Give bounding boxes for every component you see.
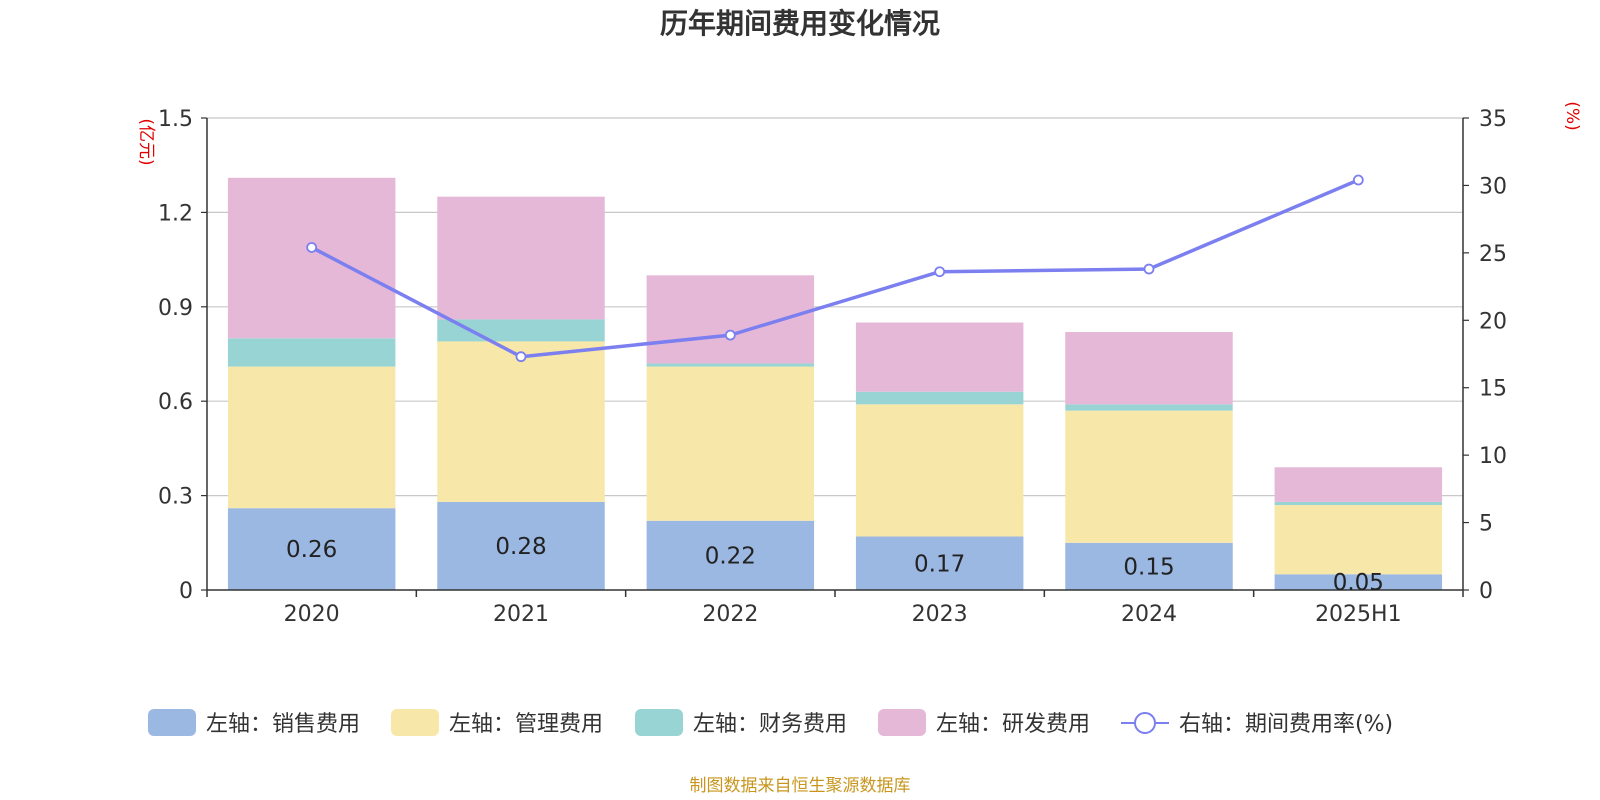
grid-lines <box>207 117 1463 497</box>
sales-expense-label: 0.05 <box>1333 570 1384 596</box>
expense-rate-point <box>934 266 946 278</box>
bar-segment <box>1274 505 1443 575</box>
legend-swatch <box>148 709 196 736</box>
bar-segment <box>1274 467 1443 502</box>
x-tick-label: 2025H1 <box>1315 602 1402 627</box>
expense-rate-point <box>306 242 318 253</box>
bar-segment <box>1065 410 1233 543</box>
legend-label: 左轴：财务费用 <box>693 712 847 737</box>
left-tick-label: 0 <box>179 579 193 604</box>
right-tick-label: 5 <box>1479 512 1493 537</box>
right-axis-unit: (%) <box>1562 101 1582 130</box>
bar-segment <box>646 366 815 521</box>
expense-rate-line <box>310 178 1360 359</box>
legend-line-marker <box>1134 712 1156 734</box>
bar-segment <box>227 177 396 339</box>
left-tick-label: 1.2 <box>158 201 193 226</box>
bar-segment <box>227 508 396 590</box>
left-tick-label: 0.3 <box>158 485 193 510</box>
legend: 左轴：销售费用 左轴：管理费用 左轴：财务费用 左轴：研发费用 右轴：期间费用率(%) <box>148 709 1393 737</box>
bar-segment <box>437 501 605 590</box>
left-tick-label: 1.5 <box>158 107 193 132</box>
legend-label: 左轴：销售费用 <box>206 712 360 737</box>
bar-series <box>227 177 1443 590</box>
right-tick-label: 20 <box>1479 309 1507 334</box>
source-note: 制图数据来自恒生聚源数据库 <box>690 776 911 796</box>
bar-segment <box>855 391 1024 405</box>
right-tick-label: 30 <box>1479 174 1507 199</box>
sales-expense-label: 0.26 <box>286 537 337 563</box>
expense-rate-point <box>724 329 736 341</box>
left-axis-unit: (亿元) <box>136 118 156 165</box>
x-tick-label: 2021 <box>493 602 549 627</box>
bar-segment <box>646 275 815 364</box>
bar-segment <box>437 319 605 342</box>
x-tick-label: 2023 <box>912 602 968 627</box>
bar-segment <box>1274 501 1443 506</box>
right-tick-label: 25 <box>1479 242 1507 267</box>
legend-label: 左轴：管理费用 <box>449 712 603 737</box>
sales-expense-label: 0.22 <box>705 543 756 569</box>
sales-expense-label: 0.17 <box>914 551 965 577</box>
sales-expense-label: 0.15 <box>1123 554 1174 580</box>
expense-rate-point <box>515 351 527 363</box>
data-labels: 0.26 0.28 0.22 0.17 0.15 0.05 <box>286 534 1384 596</box>
expense-rate-point <box>1143 263 1155 275</box>
sales-expense-label: 0.28 <box>495 534 546 560</box>
bar-segment <box>646 520 815 590</box>
legend-label: 左轴：研发费用 <box>936 712 1090 737</box>
bar-segment <box>437 341 605 502</box>
legend-swatch <box>391 709 439 736</box>
x-tick-label: 2020 <box>284 602 340 627</box>
legend-swatch <box>878 709 926 736</box>
bar-segment <box>1065 404 1233 411</box>
left-tick-label: 0.9 <box>158 296 193 321</box>
bar-segment <box>855 404 1024 537</box>
bar-segment <box>646 363 815 367</box>
legend-swatch <box>635 709 683 736</box>
expense-rate-point <box>1352 174 1364 186</box>
chart-title: 历年期间费用变化情况 <box>660 7 940 40</box>
bar-segment <box>1065 331 1233 405</box>
line-series <box>306 174 1364 363</box>
bar-segment <box>1274 574 1443 590</box>
right-tick-label: 10 <box>1479 444 1507 469</box>
x-tick-label: 2022 <box>702 602 758 627</box>
x-tick-label: 2024 <box>1121 602 1177 627</box>
right-tick-label: 0 <box>1479 579 1493 604</box>
axes: 0 0.3 0.6 0.9 1.2 1.5 0 5 10 15 20 25 30 35 2020 2021 20… <box>158 107 1507 627</box>
bar-segment <box>227 338 396 367</box>
right-tick-label: 35 <box>1479 107 1507 132</box>
legend-label: 右轴：期间费用率(%) <box>1179 712 1393 737</box>
bar-segment <box>1065 542 1233 590</box>
bar-segment <box>855 322 1024 392</box>
bar-segment <box>855 536 1024 590</box>
right-tick-label: 15 <box>1479 377 1507 402</box>
bar-segment <box>227 366 396 509</box>
bar-segment <box>437 196 605 320</box>
left-tick-label: 0.6 <box>158 390 193 415</box>
